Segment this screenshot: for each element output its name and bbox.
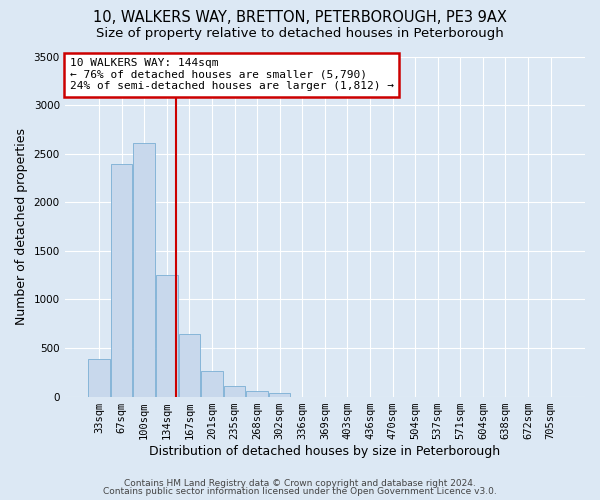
- Bar: [133, 143, 155, 397]
- Y-axis label: Number of detached properties: Number of detached properties: [15, 128, 28, 325]
- Bar: [156, 275, 178, 396]
- X-axis label: Distribution of detached houses by size in Peterborough: Distribution of detached houses by size …: [149, 444, 500, 458]
- Bar: [224, 386, 245, 396]
- Bar: [111, 164, 133, 396]
- Bar: [88, 358, 110, 397]
- Bar: [201, 372, 223, 396]
- Bar: [247, 391, 268, 396]
- Text: Size of property relative to detached houses in Peterborough: Size of property relative to detached ho…: [96, 28, 504, 40]
- Text: 10, WALKERS WAY, BRETTON, PETERBOROUGH, PE3 9AX: 10, WALKERS WAY, BRETTON, PETERBOROUGH, …: [93, 10, 507, 25]
- Text: Contains HM Land Registry data © Crown copyright and database right 2024.: Contains HM Land Registry data © Crown c…: [124, 478, 476, 488]
- Text: Contains public sector information licensed under the Open Government Licence v3: Contains public sector information licen…: [103, 487, 497, 496]
- Bar: [179, 334, 200, 396]
- Bar: [269, 392, 290, 396]
- Text: 10 WALKERS WAY: 144sqm
← 76% of detached houses are smaller (5,790)
24% of semi-: 10 WALKERS WAY: 144sqm ← 76% of detached…: [70, 58, 394, 92]
